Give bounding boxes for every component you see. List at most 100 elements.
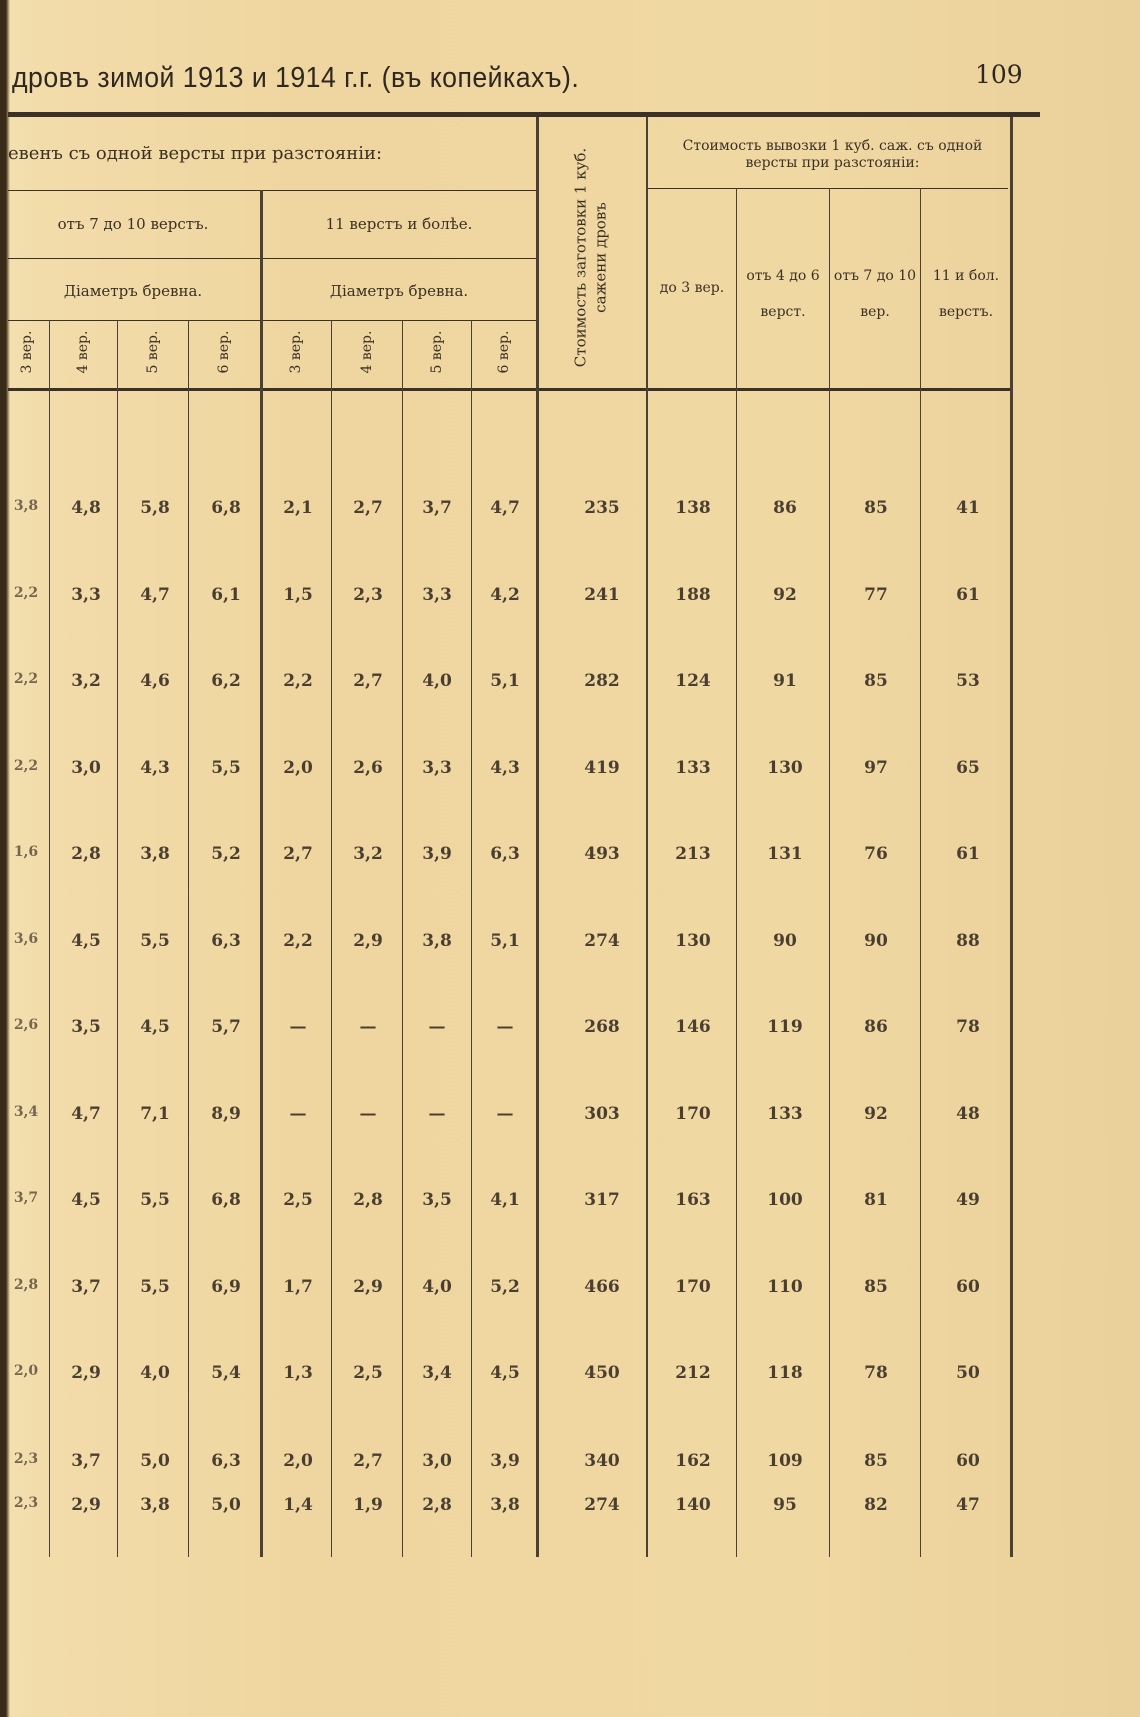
diameter-cost-cell: 3,7	[422, 498, 452, 518]
diameter-cost-cell: 2,2	[13, 585, 39, 601]
diameter-cost-cell: 5,2	[490, 1277, 520, 1297]
diameter-cost-cell: 3,2	[353, 844, 383, 864]
column-divider	[736, 188, 737, 1557]
cost-cell: 95	[773, 1495, 797, 1515]
cost-cell: 274	[584, 931, 620, 951]
header-diameter: Діаметръ бревна.	[63, 282, 203, 300]
cost-cell: 124	[675, 671, 711, 691]
diameter-cost-cell: 4,5	[490, 1363, 520, 1383]
running-title: дровъ зимой 1913 и 1914 г.г. (въ копейка…	[12, 62, 580, 94]
diameter-cost-cell: 2,9	[353, 931, 383, 951]
diameter-cost-cell: 1,3	[283, 1363, 313, 1383]
diameter-cost-cell: 5,0	[211, 1495, 241, 1515]
column-divider	[829, 188, 830, 1557]
diameter-cost-cell: 2,9	[353, 1277, 383, 1297]
diameter-cost-cell: 4,5	[71, 931, 101, 951]
column-divider	[536, 117, 539, 1557]
diameter-cost-cell: 4,7	[140, 585, 170, 605]
diameter-cost-cell: 2,5	[353, 1363, 383, 1383]
cost-cell: 109	[767, 1451, 803, 1471]
diameter-cost-cell: 3,2	[71, 671, 101, 691]
diameter-cost-cell: 4,3	[140, 758, 170, 778]
cost-cell: 466	[584, 1277, 620, 1297]
cost-cell: 241	[584, 585, 620, 605]
cost-cell: 317	[584, 1190, 620, 1210]
diameter-cost-cell: 2,3	[353, 585, 383, 605]
header-divider	[8, 190, 536, 191]
cost-cell: 130	[767, 758, 803, 778]
cost-cell: 140	[675, 1495, 711, 1515]
diameter-cost-cell: —	[289, 1104, 307, 1124]
header-right-col: 11 и бол. верстъ.	[932, 268, 1000, 321]
diameter-cost-cell: 3,3	[422, 585, 452, 605]
diameter-cost-cell: —	[496, 1104, 514, 1124]
cost-cell: 419	[584, 758, 620, 778]
cost-cell: 163	[675, 1190, 711, 1210]
column-divider	[331, 320, 332, 1557]
header-cost-preparation: Стоимость заготовки 1 куб. сажени дровъ	[571, 147, 610, 368]
diameter-cost-cell: 2,3	[13, 1451, 39, 1467]
header-diameter: Діаметръ бревна.	[329, 282, 469, 300]
column-divider	[646, 117, 648, 1557]
diameter-cost-cell: 3,7	[71, 1277, 101, 1297]
diameter-cost-cell: 6,1	[211, 585, 241, 605]
diameter-cost-cell: 4,5	[71, 1190, 101, 1210]
diameter-cost-cell: 1,5	[283, 585, 313, 605]
diameter-cost-cell: 6,3	[490, 844, 520, 864]
cost-cell: 90	[773, 931, 797, 951]
cost-cell: 92	[864, 1104, 888, 1124]
diameter-cost-cell: 2,5	[283, 1190, 313, 1210]
header-sub: 5 вер.	[429, 330, 445, 374]
header-sub: 6 вер.	[216, 330, 232, 374]
diameter-cost-cell: 6,9	[211, 1277, 241, 1297]
cost-cell: 47	[956, 1495, 980, 1515]
diameter-cost-cell: 5,1	[490, 931, 520, 951]
cost-cell: 235	[584, 498, 620, 518]
diameter-cost-cell: 2,7	[353, 1451, 383, 1471]
diameter-cost-cell: 5,0	[140, 1451, 170, 1471]
cost-cell: 78	[864, 1363, 888, 1383]
cost-cell: 85	[864, 1277, 888, 1297]
cost-cell: 110	[767, 1277, 803, 1297]
diameter-cost-cell: 1,6	[13, 844, 39, 860]
cost-cell: 90	[864, 931, 888, 951]
header-bottom-rule	[8, 388, 1012, 391]
cost-cell: 86	[864, 1017, 888, 1037]
diameter-cost-cell: 6,2	[211, 671, 241, 691]
diameter-cost-cell: 3,3	[71, 585, 101, 605]
diameter-cost-cell: 3,0	[422, 1451, 452, 1471]
header-divider	[8, 320, 536, 321]
cost-cell: 268	[584, 1017, 620, 1037]
cost-cell: 450	[584, 1363, 620, 1383]
diameter-cost-cell: 2,9	[71, 1495, 101, 1515]
cost-cell: 131	[767, 844, 803, 864]
header-right-col: отъ 4 до 6 верст.	[746, 268, 820, 321]
diameter-cost-cell: 2,8	[13, 1277, 39, 1293]
diameter-cost-cell: 7,1	[140, 1104, 170, 1124]
diameter-cost-cell: 2,1	[283, 498, 313, 518]
header-range-7-10: отъ 7 до 10 верстъ.	[57, 215, 209, 233]
cost-cell: 50	[956, 1363, 980, 1383]
diameter-cost-cell: 4,0	[422, 1277, 452, 1297]
cost-cell: 82	[864, 1495, 888, 1515]
header-divider	[8, 258, 536, 259]
diameter-cost-cell: 3,4	[422, 1363, 452, 1383]
diameter-cost-cell: 5,4	[211, 1363, 241, 1383]
column-divider	[402, 320, 403, 1557]
cost-cell: 85	[864, 1451, 888, 1471]
diameter-cost-cell: 6,3	[211, 1451, 241, 1471]
column-divider	[260, 190, 263, 1557]
cost-cell: 119	[767, 1017, 803, 1037]
diameter-cost-cell: 2,9	[71, 1363, 101, 1383]
cost-cell: 118	[767, 1363, 803, 1383]
diameter-cost-cell: 2,2	[283, 671, 313, 691]
column-divider	[1010, 117, 1013, 1557]
cost-cell: 100	[767, 1190, 803, 1210]
cost-cell: 85	[864, 498, 888, 518]
header-group-left: евенъ съ одной версты при разстояніи:	[8, 143, 383, 164]
column-divider	[471, 320, 472, 1557]
diameter-cost-cell: 2,3	[13, 1495, 39, 1511]
cost-cell: 493	[584, 844, 620, 864]
cost-cell: 213	[675, 844, 711, 864]
header-divider	[648, 188, 1008, 189]
